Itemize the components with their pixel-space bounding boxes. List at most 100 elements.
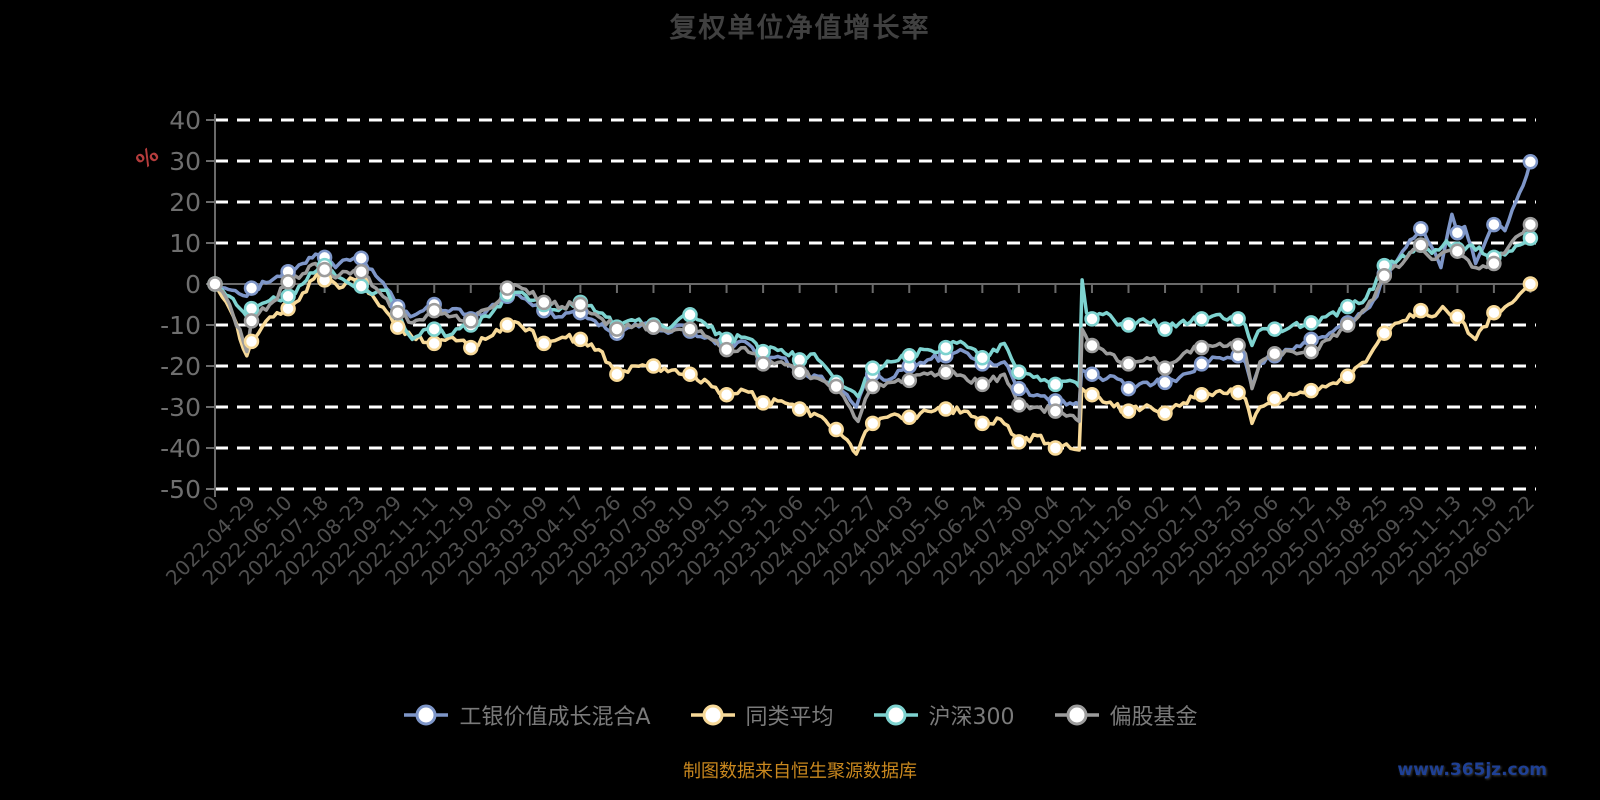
data-point-marker[interactable] — [1376, 325, 1393, 341]
data-point-marker[interactable] — [938, 339, 954, 356]
legend-item-category-average[interactable]: 同类平均 — [689, 699, 834, 731]
data-point-marker[interactable] — [1047, 440, 1064, 456]
data-point-marker[interactable] — [243, 280, 260, 296]
data-point-marker[interactable] — [1047, 403, 1064, 419]
data-point-marker[interactable] — [499, 280, 516, 296]
data-point-marker[interactable] — [1449, 309, 1466, 325]
data-point-marker[interactable] — [1230, 384, 1246, 401]
data-point-marker[interactable] — [572, 296, 589, 313]
data-point-marker[interactable] — [682, 366, 698, 382]
data-point-marker[interactable] — [426, 321, 442, 337]
data-point-marker[interactable] — [1120, 403, 1137, 419]
data-point-marker[interactable] — [938, 401, 954, 417]
data-point-marker[interactable] — [389, 304, 406, 321]
data-point-marker[interactable] — [536, 335, 552, 352]
data-point-marker[interactable] — [1266, 391, 1283, 407]
data-point-marker[interactable] — [353, 250, 369, 266]
data-point-marker[interactable] — [1011, 397, 1027, 413]
data-point-marker[interactable] — [645, 319, 662, 335]
data-point-marker[interactable] — [1522, 230, 1539, 246]
data-point-marker[interactable] — [609, 321, 625, 337]
data-point-marker[interactable] — [755, 356, 771, 372]
data-point-marker[interactable] — [316, 261, 333, 278]
data-point-marker[interactable] — [1193, 356, 1210, 372]
data-point-marker[interactable] — [1011, 364, 1027, 380]
data-point-marker[interactable] — [974, 350, 991, 366]
data-point-marker[interactable] — [1157, 360, 1173, 376]
data-point-marker[interactable] — [791, 364, 808, 380]
data-point-marker[interactable] — [1084, 337, 1100, 354]
data-point-marker[interactable] — [682, 321, 698, 337]
data-point-marker[interactable] — [1376, 268, 1393, 284]
data-point-marker[interactable] — [426, 302, 442, 319]
data-point-marker[interactable] — [1266, 345, 1283, 362]
data-point-marker[interactable] — [1120, 317, 1137, 333]
data-point-marker[interactable] — [1486, 216, 1502, 233]
data-point-marker[interactable] — [1084, 311, 1100, 327]
data-point-marker[interactable] — [718, 386, 735, 403]
data-point-marker[interactable] — [1486, 255, 1502, 272]
data-point-marker[interactable] — [1230, 311, 1246, 327]
data-point-marker[interactable] — [280, 274, 296, 290]
data-point-marker[interactable] — [609, 366, 625, 382]
data-point-marker[interactable] — [1011, 434, 1027, 450]
data-point-marker[interactable] — [572, 331, 589, 348]
data-point-marker[interactable] — [389, 319, 406, 335]
data-point-marker[interactable] — [1413, 302, 1429, 319]
data-point-marker[interactable] — [1084, 366, 1100, 382]
data-point-marker[interactable] — [901, 372, 918, 389]
data-point-marker[interactable] — [1157, 405, 1173, 421]
data-point-marker[interactable] — [1157, 321, 1173, 337]
data-point-marker[interactable] — [901, 348, 918, 364]
data-point-marker[interactable] — [1522, 216, 1539, 233]
data-point-marker[interactable] — [1047, 376, 1064, 393]
data-point-marker[interactable] — [1522, 154, 1539, 170]
data-point-marker[interactable] — [1522, 276, 1539, 292]
data-point-marker[interactable] — [1486, 304, 1502, 321]
data-point-marker[interactable] — [1266, 321, 1283, 337]
data-point-marker[interactable] — [1303, 315, 1319, 331]
data-point-marker[interactable] — [280, 300, 296, 317]
data-point-marker[interactable] — [864, 378, 881, 395]
data-point-marker[interactable] — [718, 341, 735, 358]
legend-item-fund[interactable]: 工银价值成长混合A — [402, 699, 651, 731]
legend-item-csi300[interactable]: 沪深300 — [872, 699, 1015, 731]
data-point-marker[interactable] — [974, 376, 991, 393]
data-point-marker[interactable] — [1413, 220, 1429, 237]
data-point-marker[interactable] — [1339, 298, 1356, 315]
data-point-marker[interactable] — [828, 421, 844, 438]
data-point-marker[interactable] — [1011, 380, 1027, 397]
data-point-marker[interactable] — [280, 288, 296, 305]
data-point-marker[interactable] — [243, 333, 260, 350]
data-point-marker[interactable] — [974, 415, 991, 432]
data-point-marker[interactable] — [499, 317, 516, 333]
data-point-marker[interactable] — [353, 263, 369, 280]
data-point-marker[interactable] — [1157, 374, 1173, 391]
data-point-marker[interactable] — [463, 339, 479, 356]
data-point-marker[interactable] — [536, 294, 552, 311]
data-point-marker[interactable] — [1449, 243, 1466, 259]
data-point-marker[interactable] — [828, 378, 844, 395]
data-point-marker[interactable] — [682, 307, 698, 323]
data-point-marker[interactable] — [1193, 311, 1210, 327]
series-markers-3[interactable] — [207, 216, 1539, 419]
data-point-marker[interactable] — [463, 313, 479, 329]
data-point-marker[interactable] — [207, 276, 223, 292]
legend-item-equity-funds[interactable]: 偏股基金 — [1053, 699, 1198, 731]
data-point-marker[interactable] — [901, 409, 918, 426]
data-point-marker[interactable] — [1084, 386, 1100, 403]
data-point-marker[interactable] — [864, 415, 881, 432]
data-point-marker[interactable] — [864, 360, 881, 376]
data-point-marker[interactable] — [1230, 337, 1246, 354]
data-point-marker[interactable] — [1303, 343, 1319, 360]
data-point-marker[interactable] — [1120, 356, 1137, 372]
series-markers-1[interactable] — [207, 272, 1539, 456]
data-point-marker[interactable] — [791, 401, 808, 417]
data-point-marker[interactable] — [645, 358, 662, 374]
data-point-marker[interactable] — [1120, 380, 1137, 397]
data-point-marker[interactable] — [1339, 368, 1356, 385]
data-point-marker[interactable] — [1413, 237, 1429, 253]
data-point-marker[interactable] — [1339, 317, 1356, 333]
data-point-marker[interactable] — [1193, 386, 1210, 403]
